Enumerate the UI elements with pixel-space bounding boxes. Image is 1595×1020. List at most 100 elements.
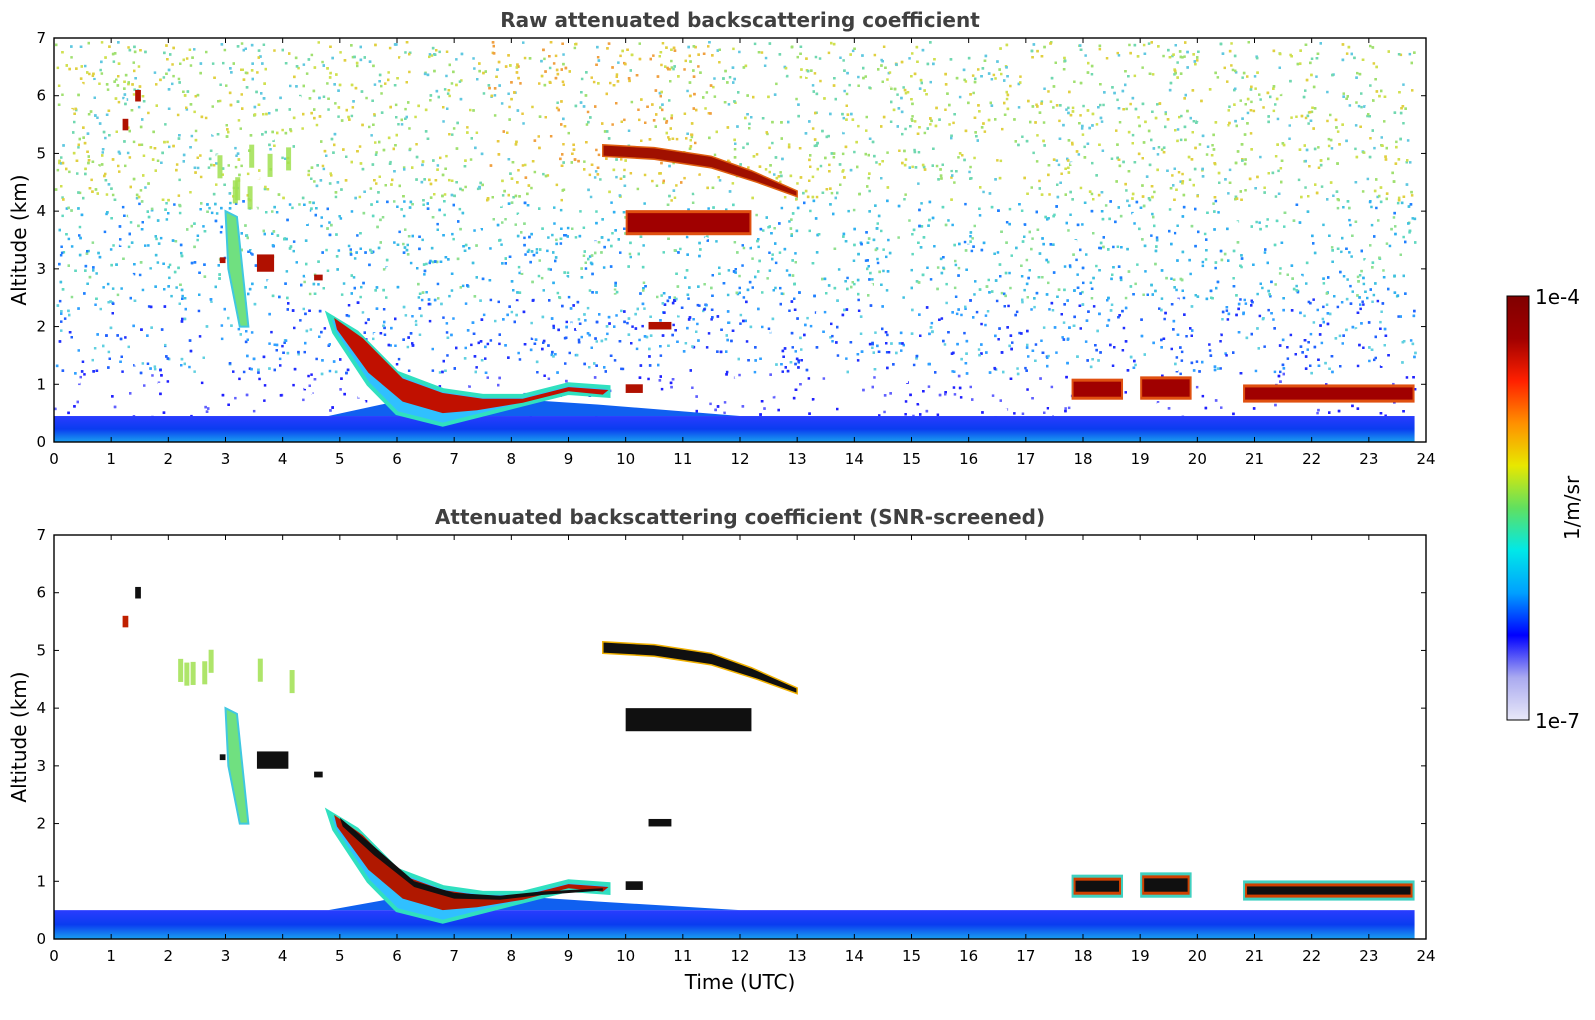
noise-speckle [1090, 73, 1094, 76]
noise-speckle [1092, 305, 1096, 308]
noise-speckle [1101, 149, 1105, 152]
noise-speckle [1342, 275, 1346, 278]
noise-speckle [1230, 64, 1233, 67]
noise-speckle [1116, 98, 1119, 102]
noise-speckle [512, 289, 515, 292]
noise-speckle [1049, 100, 1053, 103]
noise-speckle [380, 92, 383, 95]
noise-speckle [556, 101, 559, 104]
noise-speckle [451, 232, 454, 236]
noise-speckle [715, 240, 718, 243]
noise-speckle [393, 241, 396, 244]
noise-speckle [1313, 289, 1317, 292]
noise-speckle [1007, 304, 1010, 308]
noise-speckle [1192, 168, 1195, 172]
noise-speckle [1017, 106, 1021, 109]
noise-speckle [1158, 307, 1161, 310]
noise-speckle [721, 262, 724, 265]
noise-speckle [452, 237, 455, 241]
noise-speckle [1171, 54, 1174, 58]
noise-speckle [303, 280, 306, 284]
noise-speckle [1371, 57, 1375, 60]
noise-speckle [420, 298, 424, 302]
noise-speckle [970, 249, 974, 253]
noise-speckle [1122, 326, 1126, 330]
noise-speckle [1136, 406, 1139, 409]
noise-speckle [397, 357, 401, 361]
noise-speckle [1359, 307, 1362, 311]
noise-speckle [118, 152, 122, 155]
noise-speckle [352, 276, 356, 279]
noise-speckle [116, 293, 120, 297]
noise-speckle [695, 330, 698, 333]
noise-speckle [1138, 133, 1141, 136]
noise-speckle [787, 251, 790, 254]
noise-speckle [551, 154, 554, 157]
noise-speckle [1108, 406, 1111, 409]
noise-speckle [973, 293, 976, 296]
noise-speckle [176, 113, 180, 117]
noise-speckle [1158, 116, 1162, 120]
noise-speckle [298, 203, 301, 206]
noise-speckle [276, 209, 279, 212]
noise-speckle [1162, 54, 1165, 58]
noise-speckle [1117, 400, 1121, 403]
noise-speckle [691, 201, 695, 204]
noise-speckle [363, 400, 366, 404]
noise-speckle [836, 354, 840, 357]
noise-speckle [547, 236, 550, 239]
noise-speckle [149, 267, 152, 270]
noise-speckle [798, 83, 802, 87]
noise-speckle [222, 61, 225, 65]
noise-speckle [623, 227, 626, 230]
noise-speckle [1020, 275, 1024, 278]
noise-speckle [1223, 392, 1226, 395]
noise-speckle [1092, 232, 1095, 235]
noise-speckle [1100, 120, 1104, 123]
noise-speckle [105, 212, 108, 216]
noise-speckle [73, 120, 76, 124]
noise-speckle [553, 206, 556, 209]
noise-speckle [728, 76, 732, 79]
noise-speckle [815, 384, 819, 387]
noise-speckle [771, 253, 774, 256]
noise-speckle [585, 123, 589, 126]
noise-speckle [302, 63, 306, 66]
noise-speckle [1327, 144, 1331, 148]
noise-speckle [473, 67, 476, 70]
noise-speckle [635, 347, 639, 351]
noise-speckle [159, 236, 163, 240]
noise-speckle [548, 93, 552, 96]
noise-speckle [715, 277, 718, 280]
noise-speckle [1239, 298, 1242, 301]
noise-speckle [315, 123, 319, 127]
noise-speckle [1357, 104, 1361, 108]
noise-speckle [133, 364, 136, 367]
noise-speckle [135, 197, 139, 200]
noise-speckle [602, 266, 606, 269]
noise-speckle [164, 123, 167, 126]
noise-speckle [428, 53, 432, 56]
noise-speckle [672, 161, 675, 165]
noise-speckle [388, 46, 392, 50]
noise-speckle [165, 202, 168, 205]
noise-speckle [878, 414, 881, 417]
noise-speckle [897, 373, 900, 377]
noise-speckle [141, 288, 145, 292]
noise-speckle [455, 58, 458, 61]
noise-speckle [452, 317, 455, 320]
noise-speckle [504, 371, 508, 374]
noise-speckle [258, 377, 261, 381]
noise-speckle [741, 244, 744, 247]
noise-speckle [1071, 106, 1075, 110]
noise-speckle [448, 94, 451, 98]
noise-speckle [698, 138, 701, 141]
noise-speckle [394, 344, 397, 347]
noise-speckle [445, 74, 448, 78]
noise-speckle [745, 340, 749, 343]
noise-speckle [792, 48, 795, 51]
noise-layer [54, 41, 1417, 419]
noise-speckle [660, 294, 663, 297]
noise-speckle [1122, 367, 1125, 370]
noise-speckle [1079, 327, 1082, 330]
